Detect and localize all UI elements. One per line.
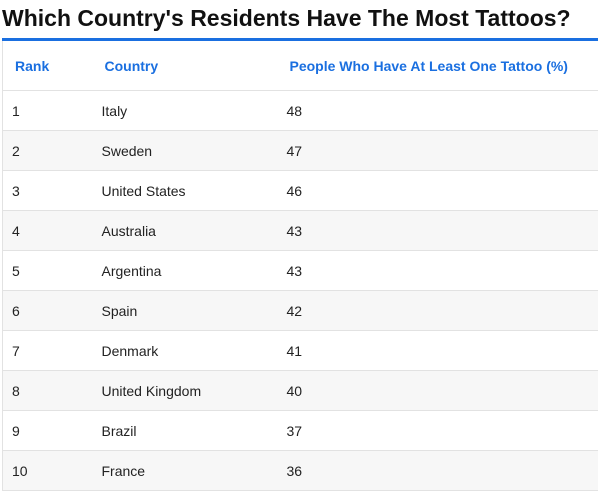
table-cell: United States: [92, 170, 278, 211]
table-cell: 7: [2, 330, 93, 371]
column-header: Country: [92, 39, 278, 91]
header-row: Rank Country People Who Have At Least One …: [2, 39, 598, 91]
table-cell: France: [92, 450, 278, 491]
table-cell: 47: [277, 130, 598, 171]
data-table: Rank Country People Who Have At Least One …: [2, 38, 598, 491]
table-row: 4 Australia 43: [2, 210, 598, 251]
table-cell: 3: [2, 170, 93, 211]
table-cell: 43: [277, 250, 598, 291]
table-cell: 36: [277, 450, 598, 491]
table-cell: 37: [277, 410, 598, 451]
table-cell: 8: [2, 370, 93, 411]
table-cell: 40: [277, 370, 598, 411]
table-cell: 5: [2, 250, 93, 291]
table-cell: 42: [277, 290, 598, 331]
table-row: 5 Argentina 43: [2, 250, 598, 291]
table-cell: Brazil: [92, 410, 278, 451]
table-body: 1 Italy 48 2 Sweden 47 3 United States 46 4 Austra…: [2, 90, 598, 491]
table-cell: United Kingdom: [92, 370, 278, 411]
column-header: People Who Have At Least One Tattoo (%): [277, 39, 598, 91]
table-cell: 9: [2, 410, 93, 451]
table-header: Rank Country People Who Have At Least One …: [2, 39, 598, 91]
table-row: 1 Italy 48: [2, 90, 598, 131]
table-row: 3 United States 46: [2, 170, 598, 211]
table-cell: Denmark: [92, 330, 278, 371]
table-row: 9 Brazil 37: [2, 410, 598, 451]
table-cell: 1: [2, 90, 93, 131]
page-title: Which Country's Residents Have The Most …: [2, 5, 571, 31]
table-cell: Argentina: [92, 250, 278, 291]
table-cell: 10: [2, 450, 93, 491]
table-row: 8 United Kingdom 40: [2, 370, 598, 411]
table-cell: 6: [2, 290, 93, 331]
table-row: 2 Sweden 47: [2, 130, 598, 171]
table-cell: Spain: [92, 290, 278, 331]
table-cell: 43: [277, 210, 598, 251]
column-header: Rank: [2, 39, 93, 91]
table-row: 6 Spain 42: [2, 290, 598, 331]
table-cell: Australia: [92, 210, 278, 251]
table-cell: 2: [2, 130, 93, 171]
table-cell: Italy: [92, 90, 278, 131]
table-cell: Sweden: [92, 130, 278, 171]
table-cell: 48: [277, 90, 598, 131]
table-cell: 4: [2, 210, 93, 251]
table-row: 7 Denmark 41: [2, 330, 598, 371]
table-cell: 41: [277, 330, 598, 371]
table-cell: 46: [277, 170, 598, 211]
table-row: 10 France 36: [2, 450, 598, 491]
